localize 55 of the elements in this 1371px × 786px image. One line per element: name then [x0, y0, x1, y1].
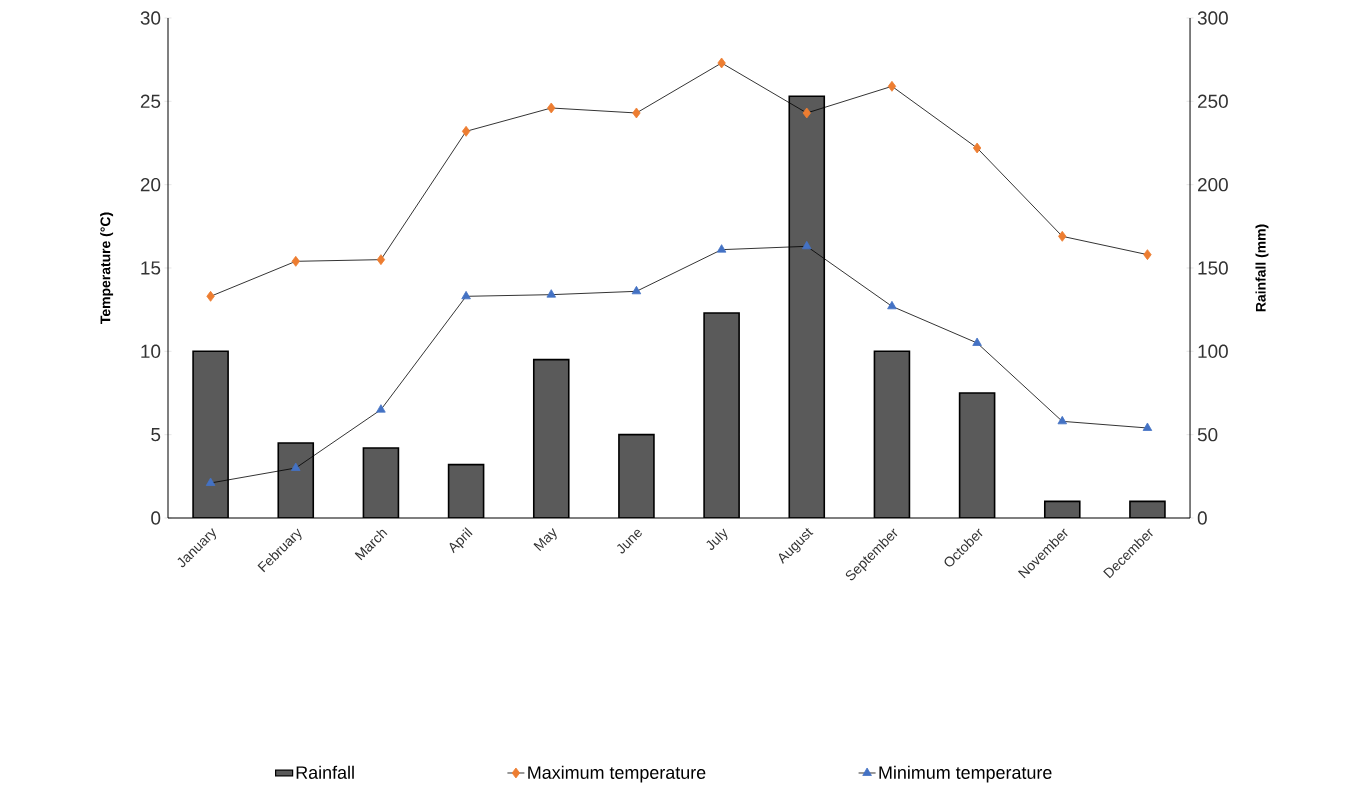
y-tick-label: 15: [141, 261, 161, 275]
point: [461, 290, 471, 300]
point: [1142, 422, 1153, 431]
point: [802, 240, 812, 250]
y2-tick-label: 300: [1197, 11, 1228, 25]
point: [716, 244, 727, 253]
point: [887, 80, 897, 92]
point: [291, 462, 301, 471]
y-tick-label: 30: [140, 11, 161, 25]
legend-label: Rainfall: [296, 765, 354, 779]
bar: [703, 312, 740, 518]
point: [291, 255, 300, 267]
bar: [532, 358, 570, 518]
point: [376, 404, 386, 413]
point: [206, 290, 215, 302]
point: [972, 142, 982, 154]
bar: [362, 447, 400, 518]
point: [1058, 230, 1067, 242]
bar: [277, 442, 315, 518]
bar: [618, 433, 655, 518]
point: [887, 300, 897, 310]
y2-tick-label: 200: [1198, 177, 1228, 192]
legend-label: Maximum temperature: [528, 765, 706, 783]
bar: [958, 392, 996, 518]
point: [547, 102, 556, 114]
point: [972, 337, 982, 346]
point: [461, 125, 471, 137]
y-tick-label: 5: [151, 428, 161, 442]
y-tick-label: 25: [140, 94, 161, 109]
y2-tick-label: 150: [1198, 261, 1228, 275]
y2-tick-label: 250: [1198, 94, 1228, 109]
y2-tick-label: 100: [1198, 344, 1228, 359]
point: [632, 107, 641, 119]
bar: [447, 463, 485, 518]
point: [205, 477, 216, 486]
bar: [788, 95, 826, 518]
y2-axis-title: Rainfall (mm): [1255, 224, 1269, 312]
point: [546, 289, 556, 298]
y2-tick-label: 50: [1197, 427, 1218, 442]
legend-label: Minimum temperature: [879, 765, 1052, 783]
point: [717, 57, 726, 69]
y-tick-label: 0: [151, 511, 161, 525]
y2-tick-label: 0: [1197, 511, 1207, 525]
point: [1057, 415, 1067, 425]
point: [631, 285, 642, 295]
y-tick-label: 20: [140, 177, 161, 192]
y-tick-label: 10: [141, 344, 161, 359]
point: [1143, 249, 1152, 261]
x-tick-label: July: [706, 528, 728, 550]
point: [376, 254, 386, 266]
bar: [873, 350, 911, 518]
x-tick-label: May: [533, 528, 557, 552]
y-axis-title: Temperature (°C): [100, 212, 114, 324]
bar: [192, 350, 229, 518]
point: [802, 107, 811, 119]
